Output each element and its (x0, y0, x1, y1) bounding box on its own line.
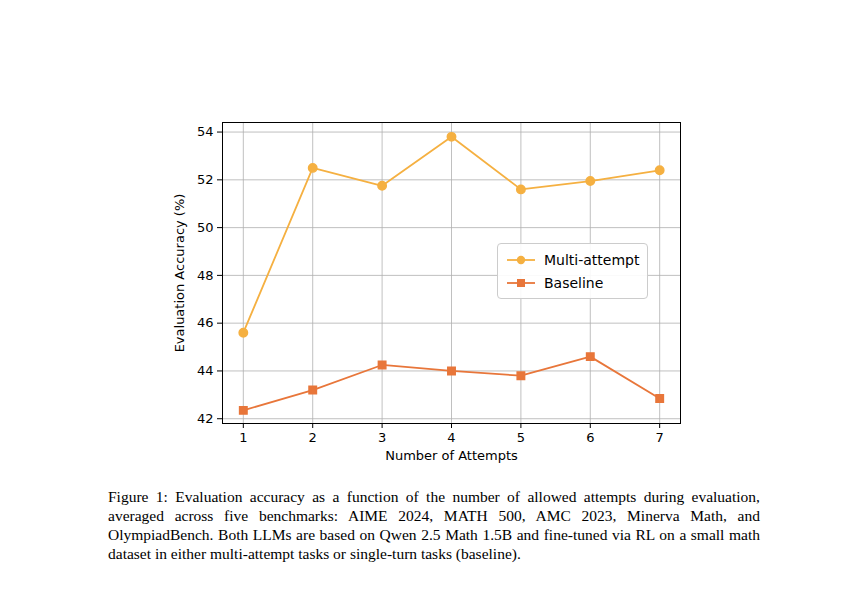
html-text:Figure 1: Evaluation accuracy: Figure 1: Evaluation accuracy as a funct… (108, 488, 760, 562)
svg-text:52: 52 (197, 172, 214, 187)
svg-text:1: 1 (239, 430, 247, 445)
svg-text:Number of Attempts: Number of Attempts (385, 448, 518, 463)
svg-text:54: 54 (197, 124, 214, 139)
svg-text:2: 2 (309, 430, 317, 445)
svg-text:Evaluation Accuracy (%): Evaluation Accuracy (%) (172, 194, 187, 353)
svg-text:48: 48 (197, 268, 214, 283)
html-text:Multi-attempt: Multi-attempt (544, 251, 640, 268)
svg-text:44: 44 (197, 363, 214, 378)
svg-text:50: 50 (197, 220, 214, 235)
svg-text:42: 42 (197, 411, 214, 426)
svg-text:46: 46 (197, 315, 214, 330)
svg-text:5: 5 (517, 430, 525, 445)
svg-text:3: 3 (378, 430, 386, 445)
svg-text:4: 4 (447, 430, 455, 445)
svg-text:6: 6 (586, 430, 594, 445)
svg-text:7: 7 (656, 430, 664, 445)
html-text:Baseline: Baseline (544, 274, 604, 291)
